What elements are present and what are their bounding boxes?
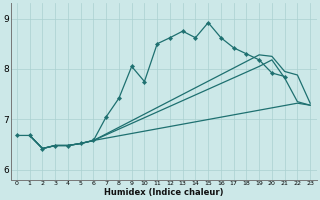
X-axis label: Humidex (Indice chaleur): Humidex (Indice chaleur) — [104, 188, 223, 197]
